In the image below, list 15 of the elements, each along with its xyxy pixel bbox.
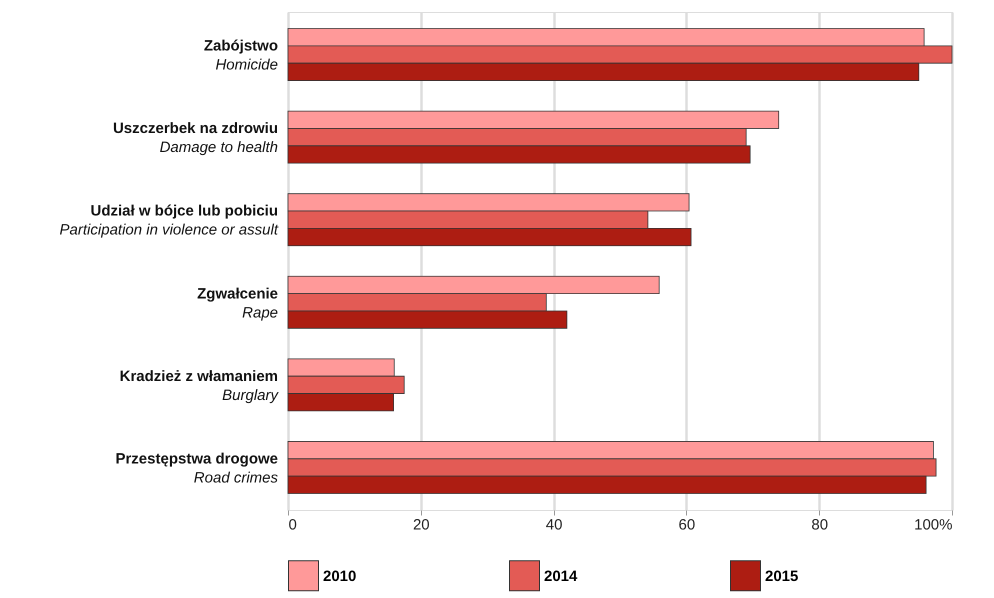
x-tick-label: 100% — [914, 516, 952, 534]
category-label: Kradzież z włamaniem Burglary — [120, 368, 278, 404]
category-label: Zgwałcenie Rape — [197, 285, 278, 322]
category-label: Uszczerbek na zdrowiu Damage to health — [112, 120, 278, 156]
category-label: Udział w bójce lub pobiciu Participation in violence or assult — [60, 202, 278, 239]
x-tick-label: 60 — [678, 516, 696, 534]
x-tick-label: 20 — [412, 516, 430, 534]
legend-label: 2010 — [323, 568, 356, 585]
x-tick-label: 80 — [811, 516, 828, 534]
category-label: Przestępstwa drogowe Road crimes — [115, 450, 278, 486]
legend-label: 2014 — [544, 568, 578, 585]
x-tick-label: 40 — [546, 516, 562, 534]
x-tick-label: 0 — [288, 516, 297, 534]
legend-label: 2015 — [765, 568, 798, 585]
category-label: Zabójstwo Homicide — [204, 38, 278, 74]
